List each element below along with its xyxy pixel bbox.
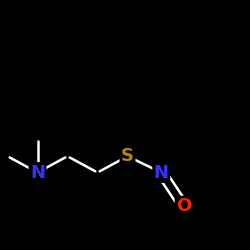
Text: N: N <box>154 164 169 182</box>
Text: O: O <box>176 197 192 215</box>
Text: S: S <box>121 147 134 165</box>
Text: N: N <box>30 164 45 182</box>
